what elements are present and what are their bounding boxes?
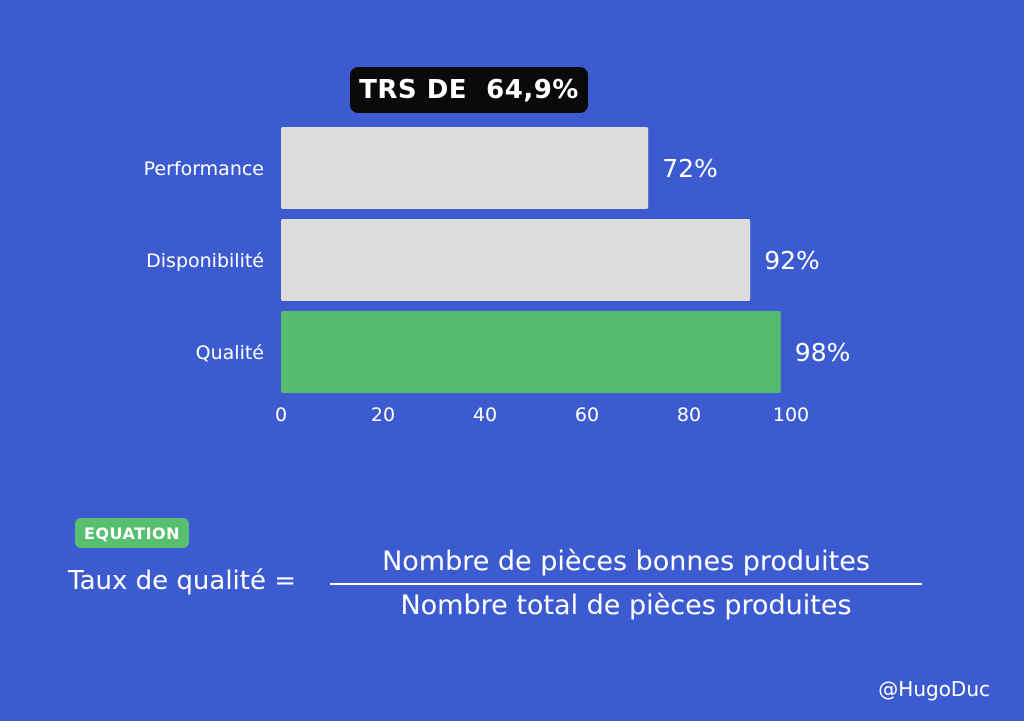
x-tick-label: 20 (371, 404, 395, 426)
category-label: Performance (144, 158, 264, 180)
author-credit: @HugoDuc (878, 677, 990, 701)
x-tick-label: 100 (773, 404, 809, 426)
equation-lhs: Taux de qualité = (68, 566, 297, 596)
value-label: 72% (662, 154, 718, 183)
fraction-bar (330, 583, 922, 585)
bar-qualité (281, 311, 781, 393)
equation-badge: EQUATION (75, 518, 189, 548)
x-tick-label: 60 (575, 404, 599, 426)
value-label: 92% (764, 246, 820, 275)
x-tick-label: 80 (677, 404, 701, 426)
value-label: 98% (795, 338, 851, 367)
bar-disponibilité (281, 219, 751, 301)
x-tick-label: 0 (275, 404, 287, 426)
bar-chart: Performance 72% Disponibilité 92% Qualité 98%… (144, 127, 851, 426)
x-tick-label: 40 (473, 404, 497, 426)
bar-performance (281, 127, 649, 209)
equation-numerator: Nombre de pièces bonnes produites (382, 546, 870, 577)
category-label: Disponibilité (146, 250, 264, 272)
category-label: Qualité (196, 342, 264, 364)
equation-denominator: Nombre total de pièces produites (400, 590, 852, 621)
chart-title: TRS DE 64,9% (350, 67, 588, 113)
